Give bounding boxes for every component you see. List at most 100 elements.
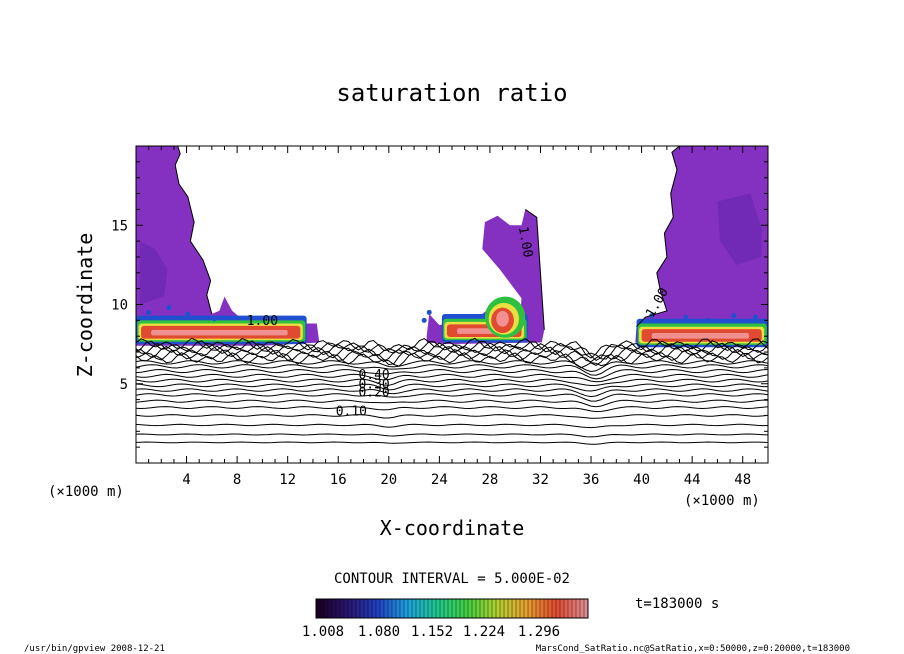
colorbar-cell-4 <box>332 599 337 618</box>
colorbar-label-1: 1.080 <box>358 624 400 640</box>
colorbar-cell-45 <box>496 599 501 618</box>
colorbar-cell-29 <box>432 599 437 618</box>
colorbar-cell-40 <box>476 599 481 618</box>
colorbar-cell-38 <box>468 599 473 618</box>
contour-line-7 <box>136 388 768 398</box>
x-tick-label-40: 40 <box>633 472 650 488</box>
colorbar-cell-63 <box>568 599 573 618</box>
speckle-7 <box>683 314 689 320</box>
colorbar-cell-47 <box>504 599 509 618</box>
contour-line-14 <box>136 352 768 369</box>
colorbar-cell-57 <box>544 599 549 618</box>
footer-right: MarsCond_SatRatio.nc@SatRatio,x=0:50000,… <box>536 644 850 654</box>
contour-line-19 <box>136 337 768 359</box>
colorbar-cell-39 <box>472 599 477 618</box>
colorbar-cell-8 <box>348 599 353 618</box>
colorbar-cell-55 <box>536 599 541 618</box>
speckle-4 <box>421 317 427 323</box>
colorbar-cell-15 <box>376 599 381 618</box>
contour-line-17 <box>136 342 768 360</box>
contour-line-2 <box>136 423 768 429</box>
contour-line-8 <box>136 383 768 392</box>
colorbar-cell-18 <box>388 599 393 618</box>
contour-line-10 <box>136 373 768 383</box>
colorbar-cell-37 <box>464 599 469 618</box>
colorbar-label-0: 1.008 <box>302 624 344 640</box>
colorbar-cell-42 <box>484 599 489 618</box>
colorbar-cell-49 <box>512 599 517 618</box>
colorbar-cell-11 <box>360 599 365 618</box>
colorbar-cell-51 <box>520 599 525 618</box>
colorbar-cell-22 <box>404 599 409 618</box>
z-unit-label: (×1000 m) <box>48 484 124 500</box>
colorbar-cell-41 <box>480 599 485 618</box>
contour-label-0: 1.00 <box>247 314 278 329</box>
contour-line-1 <box>136 433 768 438</box>
contour-line-6 <box>136 393 768 402</box>
x-tick-label-8: 8 <box>233 472 241 488</box>
colorbar-cell-26 <box>420 599 425 618</box>
colorbar-cell-5 <box>336 599 341 618</box>
cloud-outline-2 <box>636 146 680 328</box>
speckle-1 <box>166 305 172 311</box>
colorbar-cell-59 <box>552 599 557 618</box>
speckle-5 <box>426 309 432 315</box>
x-tick-label-24: 24 <box>431 472 448 488</box>
colorbar-cell-48 <box>508 599 513 618</box>
x-tick-label-4: 4 <box>182 472 190 488</box>
colorbar-label-3: 1.224 <box>463 624 505 640</box>
right-band-pink <box>651 333 750 339</box>
colorbar-cell-10 <box>356 599 361 618</box>
colorbar <box>315 599 589 618</box>
cloud-outline-0 <box>174 146 213 315</box>
colorbar-cell-36 <box>460 599 465 618</box>
shaded-regions <box>136 146 768 348</box>
colorbar-cell-62 <box>564 599 569 618</box>
x-tick-label-16: 16 <box>330 472 347 488</box>
colorbar-cell-1 <box>320 599 325 618</box>
contour-label-6: 0.10 <box>336 404 367 419</box>
colorbar-label-4: 1.296 <box>518 624 560 640</box>
x-axis-label: X-coordinate <box>380 516 525 540</box>
colorbar-cell-6 <box>340 599 345 618</box>
speckle-2 <box>185 311 191 317</box>
colorbar-cell-14 <box>372 599 377 618</box>
colorbar-cell-21 <box>400 599 405 618</box>
left-cloud-shade <box>139 241 168 305</box>
colorbar-cell-20 <box>396 599 401 618</box>
footer-left: /usr/bin/gpview 2008-12-21 <box>24 644 165 654</box>
speckle-9 <box>731 313 737 319</box>
colorbar-cell-50 <box>516 599 521 618</box>
colorbar-cell-24 <box>412 599 417 618</box>
colorbar-cell-58 <box>548 599 553 618</box>
x-tick-label-20: 20 <box>380 472 397 488</box>
colorbar-cell-56 <box>540 599 545 618</box>
colorbar-cell-23 <box>408 599 413 618</box>
colorbar-cell-2 <box>324 599 329 618</box>
right-cloud <box>635 146 768 343</box>
colorbar-cell-53 <box>528 599 533 618</box>
colorbar-cell-61 <box>560 599 565 618</box>
y-tick-label-10: 10 <box>111 298 128 314</box>
colorbar-cell-17 <box>384 599 389 618</box>
contour-line-18 <box>136 340 768 362</box>
colorbar-cell-27 <box>424 599 429 618</box>
y-tick-label-15: 15 <box>111 218 128 234</box>
colorbar-cell-65 <box>576 599 581 618</box>
left-cloud <box>136 146 320 346</box>
center-cloud <box>426 209 545 345</box>
x-tick-label-28: 28 <box>481 472 498 488</box>
contour-line-13 <box>136 360 768 373</box>
colorbar-cell-44 <box>492 599 497 618</box>
colorbar-cell-3 <box>328 599 333 618</box>
y-tick-label-5: 5 <box>120 377 128 393</box>
contour-labels: 1.001.001.000.400.300.200.10 <box>247 225 672 419</box>
colorbar-cell-25 <box>416 599 421 618</box>
colorbar-cell-33 <box>448 599 453 618</box>
contour-line-5 <box>136 399 768 408</box>
colorbar-cell-64 <box>572 599 577 618</box>
colorbar-cell-0 <box>316 599 321 618</box>
contour-label-4: 0.30 <box>358 378 389 393</box>
colorbar-cell-12 <box>364 599 369 618</box>
